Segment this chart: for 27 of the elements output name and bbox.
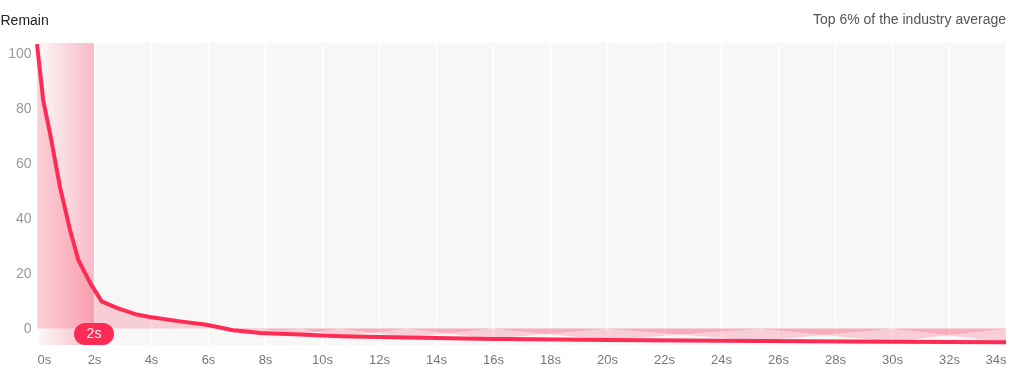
x-tick-label: 22s (654, 351, 676, 367)
x-tick-label: 24s (711, 351, 733, 367)
y-tick-label: 100 (8, 45, 32, 62)
x-tick-label: 4s (144, 351, 159, 367)
x-tick-label: 32s (939, 351, 961, 367)
y-tick-label: 20 (15, 265, 32, 282)
x-tick-label: 18s (540, 351, 562, 367)
y-tick-label: 60 (15, 155, 32, 172)
x-tick-label: 26s (768, 351, 790, 367)
x-tick-label: 16s (483, 351, 505, 367)
y-tick-label: 0 (23, 320, 32, 337)
x-tick-label: 12s (369, 351, 391, 367)
x-tick-label: 20s (597, 351, 619, 367)
text: Top 6% of the industry average (812, 11, 1007, 27)
x-tick-label: 28s (825, 351, 847, 367)
x-tick-label: 14s (426, 351, 448, 367)
y-axis-title: Remain (0, 11, 49, 28)
x-tick-label: 6s (201, 351, 216, 367)
band-label: 2s (86, 325, 102, 341)
x-tick-label: 8s (258, 351, 273, 367)
y-tick-label: 80 (15, 100, 32, 117)
x-tick-label: 2s (87, 351, 102, 367)
x-tick-label: 30s (882, 351, 904, 367)
x-tick-label: 34s (985, 351, 1007, 367)
y-tick-label: 40 (15, 210, 32, 227)
x-tick-label: 10s (312, 351, 334, 367)
x-tick-label: 0s (37, 351, 52, 367)
